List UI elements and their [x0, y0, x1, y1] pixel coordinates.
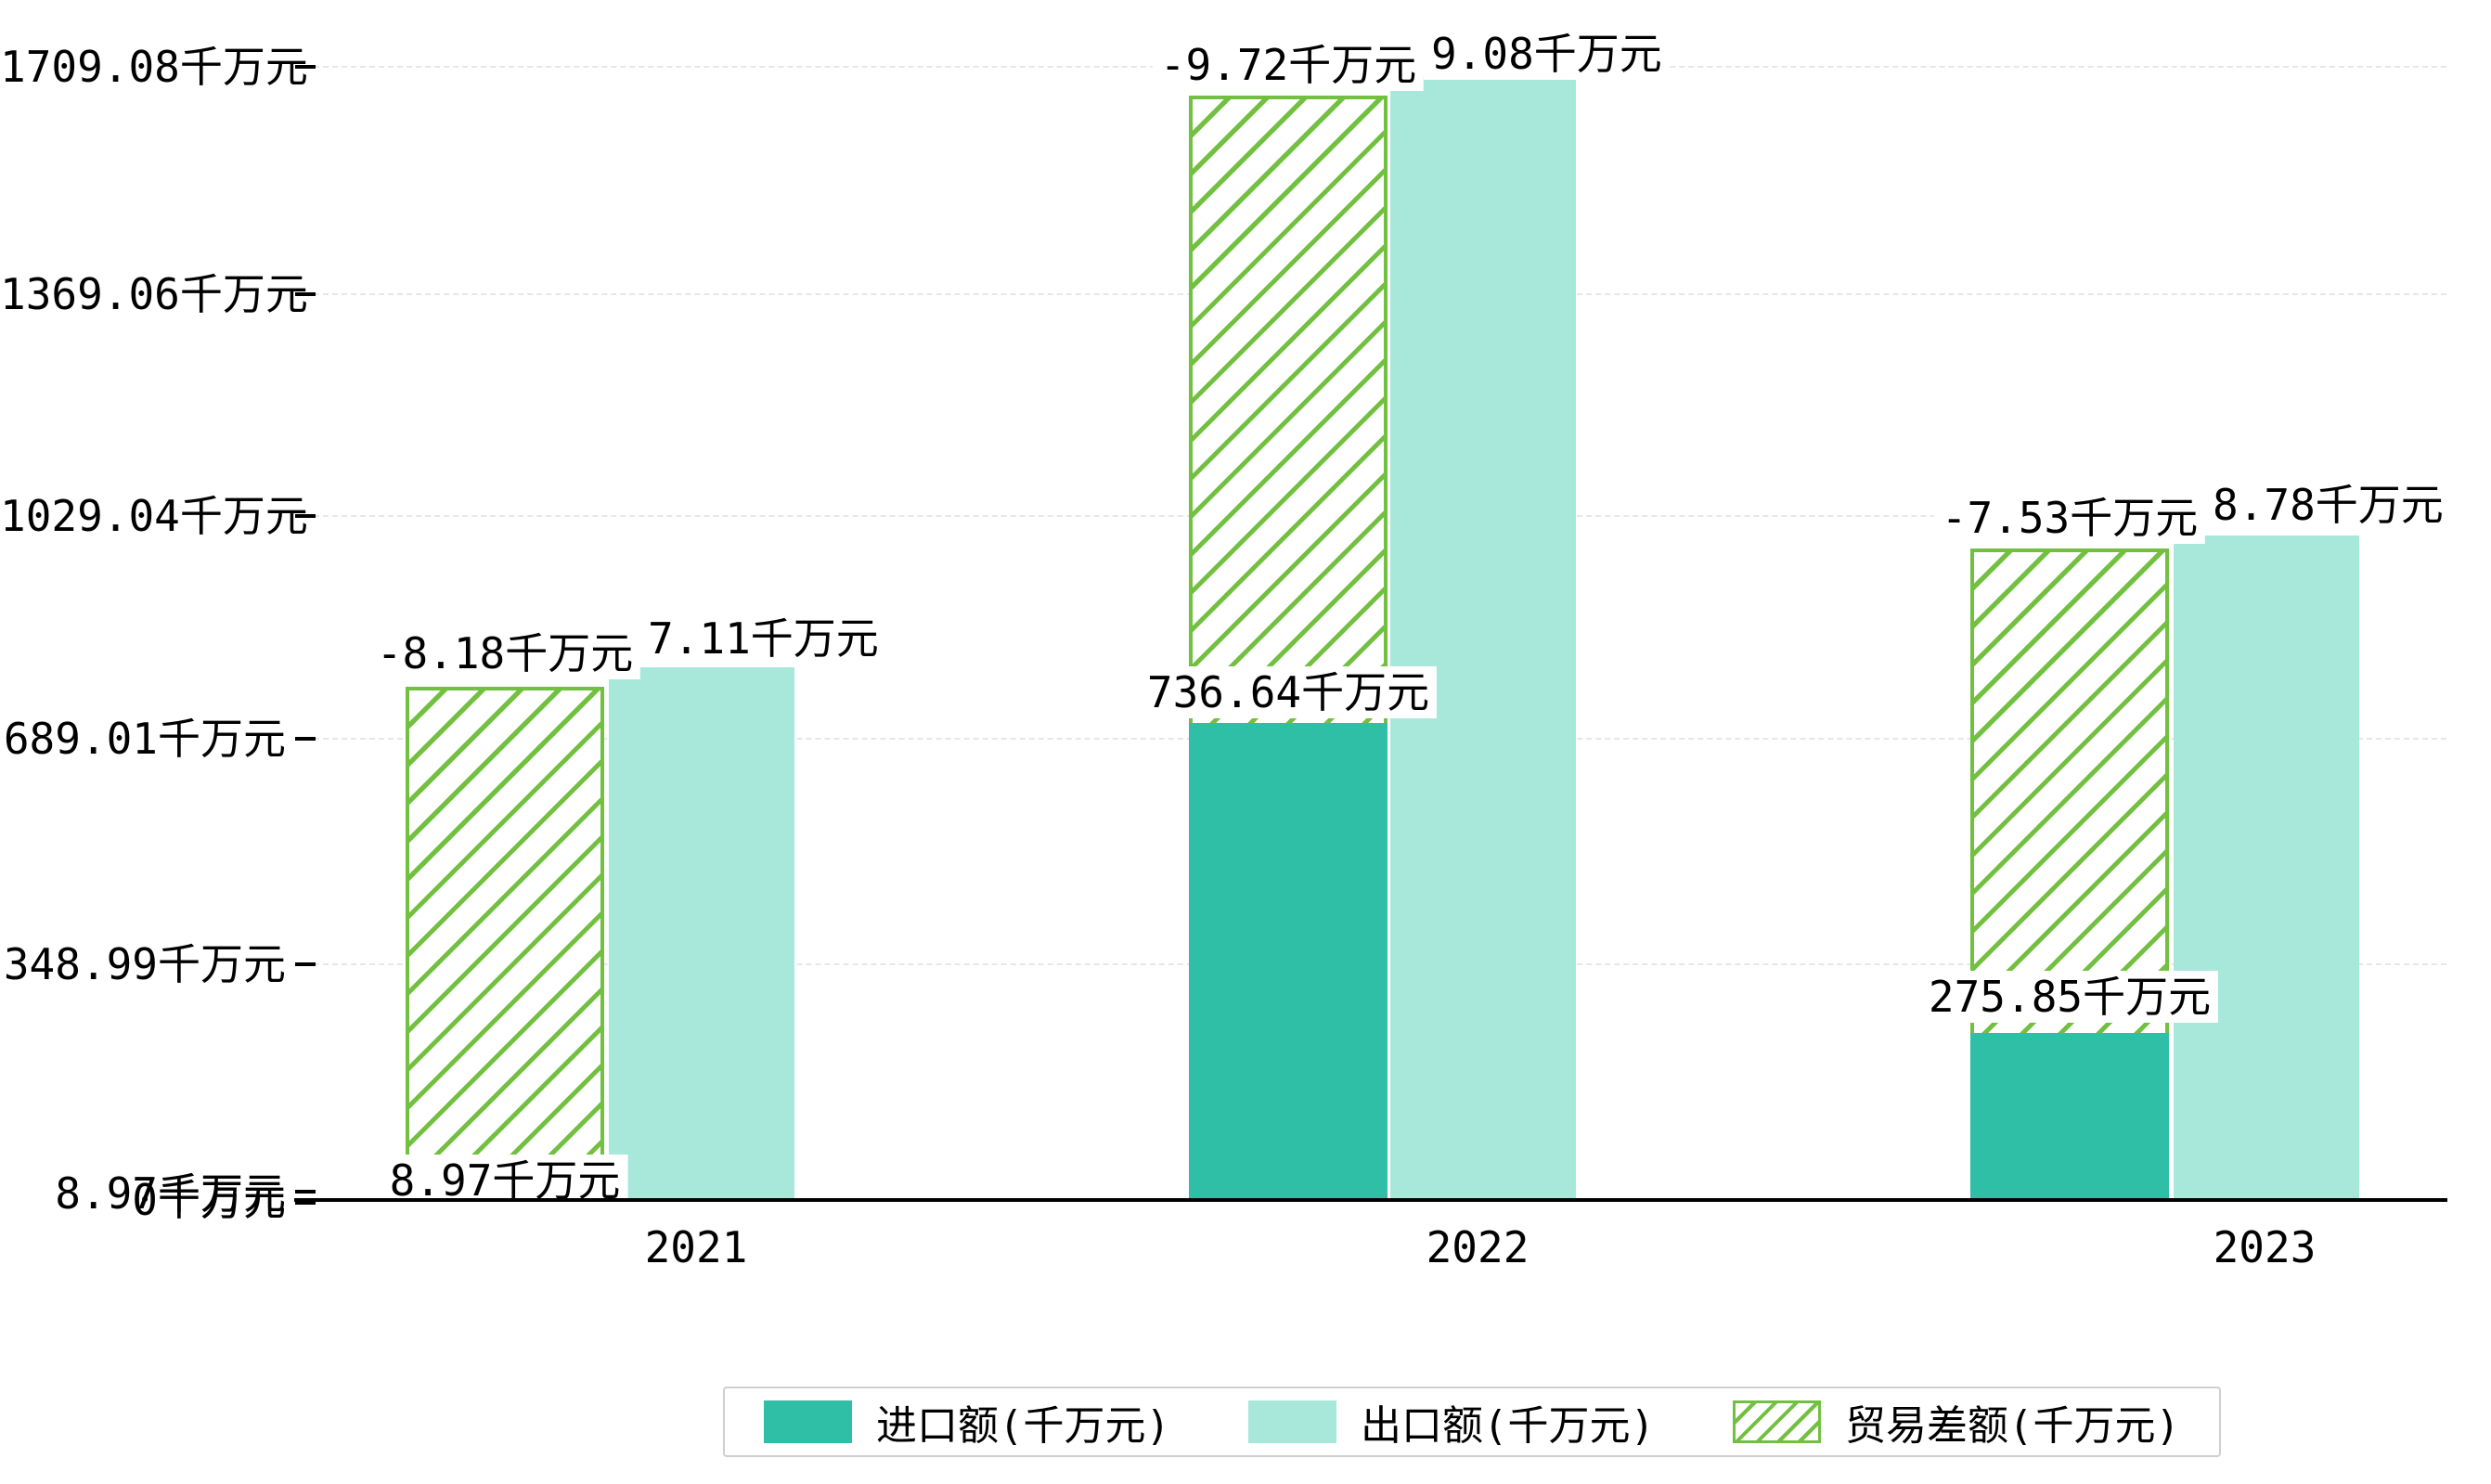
legend-item-export: 出口额(千万元)	[1247, 1392, 1655, 1452]
import-bar-2023	[1970, 1033, 2169, 1200]
y-tick-label: 1029.04千万元	[0, 491, 308, 541]
export-bar-2021	[609, 667, 794, 1200]
y-tick-label: 348.99千万元	[3, 939, 286, 989]
data-label-export-2021: 7.11千万元	[640, 613, 886, 665]
y-tick-mark	[295, 962, 316, 966]
data-label-balance-2021: -8.18千万元	[368, 627, 641, 679]
x-tick-label-2022: 2022	[1426, 1222, 1529, 1272]
data-label-import-2021: 8.97千万元	[381, 1155, 628, 1207]
data-label-export-2022: 9.08千万元	[1424, 28, 1670, 80]
x-tick-label-2023: 2023	[2213, 1222, 2317, 1272]
legend-item-import: 进口额(千万元)	[764, 1392, 1170, 1452]
legend-label-import: 进口额(千万元)	[876, 1402, 1170, 1450]
y-tick-mark	[295, 65, 316, 69]
legend-swatch-export	[1247, 1400, 1336, 1443]
balance-bar-2021	[406, 687, 604, 1200]
data-label-balance-2022: -9.72千万元	[1152, 39, 1425, 91]
x-tick-label-2021: 2021	[644, 1222, 748, 1272]
legend-label-export: 出口额(千万元)	[1360, 1402, 1655, 1450]
export-bar-2023	[2174, 536, 2359, 1200]
y-tick-mark	[295, 514, 316, 518]
legend: 进口额(千万元) 出口额(千万元) 贸易差额(千万元)	[723, 1387, 2221, 1457]
data-label-balance-2023: -7.53千万元	[1933, 492, 2206, 544]
x-axis-line	[294, 1198, 2447, 1202]
data-label-import-2022: 736.64千万元	[1139, 666, 1438, 718]
y-tick-label: 0千万元	[132, 1175, 286, 1225]
import-bar-2022	[1189, 723, 1387, 1200]
legend-swatch-import	[764, 1400, 852, 1443]
legend-swatch-balance	[1732, 1400, 1821, 1443]
y-tick-label: 1369.06千万元	[0, 269, 308, 319]
y-tick-label: 1709.08千万元	[0, 42, 308, 92]
y-tick-label: 689.01千万元	[3, 714, 286, 764]
data-label-import-2023: 275.85千万元	[1920, 971, 2219, 1023]
y-tick-label: 8.97千万元	[55, 1168, 286, 1219]
y-tick-mark	[295, 1190, 316, 1194]
legend-item-balance: 贸易差额(千万元)	[1732, 1392, 2180, 1452]
y-tick-mark	[295, 737, 316, 741]
export-bar-2022	[1390, 76, 1576, 1200]
y-tick-mark	[295, 292, 316, 296]
data-label-export-2023: 8.78千万元	[2205, 479, 2451, 531]
y-tick-mark	[295, 1201, 316, 1205]
legend-label-balance: 贸易差额(千万元)	[1844, 1402, 2180, 1450]
